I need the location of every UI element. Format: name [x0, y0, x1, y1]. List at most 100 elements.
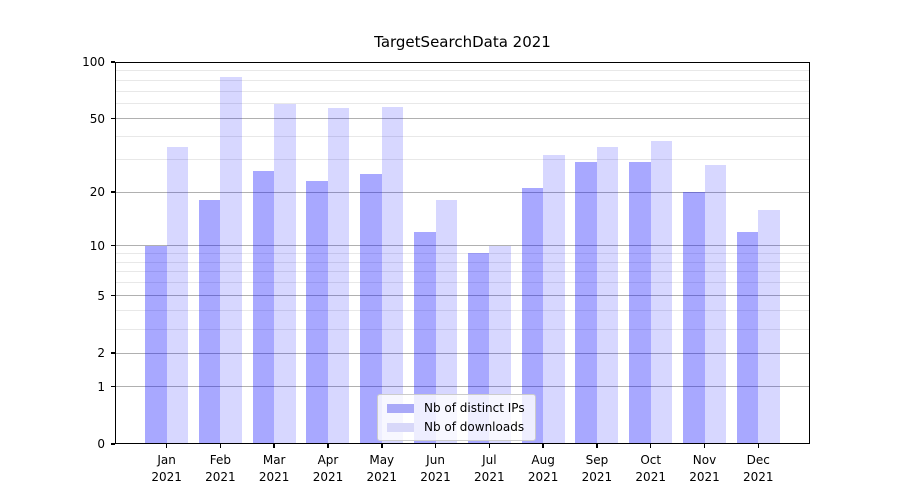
legend-label-ips: Nb of distinct IPs — [424, 401, 525, 415]
x-tick-sep — [596, 444, 598, 448]
bar-ips-may — [360, 174, 382, 444]
y-tick-100 — [111, 61, 115, 63]
bar-downloads-mar — [274, 103, 296, 444]
gridline-y-7 — [115, 271, 810, 273]
gridline-y-6 — [115, 282, 810, 284]
x-tick-label-oct: Oct 2021 — [619, 452, 683, 486]
bar-downloads-feb — [220, 77, 242, 444]
bar-downloads-jun — [435, 200, 458, 444]
gridline-y-2 — [115, 352, 810, 354]
gridline-y-30 — [115, 159, 810, 161]
legend-item-ips: Nb of distinct IPs — [387, 401, 525, 415]
y-tick-5 — [111, 294, 115, 297]
bar-ips-oct — [629, 162, 651, 444]
x-tick-nov — [703, 444, 706, 448]
y-tick-label-1: 1 — [97, 379, 105, 394]
x-tick-label-month-apr: Apr — [317, 453, 339, 467]
y-tick-label-5: 5 — [97, 288, 105, 303]
x-tick-label-apr: Apr 2021 — [296, 452, 360, 486]
chart-title: TargetSearchData 2021 — [374, 33, 551, 51]
x-tick-label-year-jan: 2021 — [151, 470, 182, 484]
x-tick-label-year-oct: 2021 — [635, 470, 666, 484]
y-tick-50 — [111, 117, 115, 120]
y-tick-1 — [111, 385, 115, 388]
legend-item-downloads: Nb of downloads — [387, 420, 525, 434]
x-tick-label-year-may: 2021 — [366, 470, 398, 484]
x-tick-label-may: May 2021 — [350, 452, 414, 486]
x-tick-jul — [488, 444, 491, 448]
gridline-y-40 — [115, 136, 810, 138]
gridline-y-80 — [115, 79, 810, 81]
bar-downloads-jan — [166, 147, 189, 444]
bar-downloads-may — [381, 106, 404, 444]
x-tick-label-month-aug: Aug — [531, 453, 555, 467]
bar-ips-mar — [252, 171, 275, 444]
bar-ips-apr — [306, 180, 328, 444]
gridline-y-90 — [115, 70, 810, 72]
x-tick-label-aug: Aug 2021 — [511, 452, 575, 486]
x-tick-may — [381, 444, 383, 448]
x-tick-label-month-oct: Oct — [640, 453, 662, 467]
x-tick-label-nov: Nov 2021 — [673, 452, 737, 486]
gridline-y-4 — [115, 310, 810, 312]
x-tick-label-year-feb: 2021 — [205, 470, 236, 484]
x-tick-label-mar: Mar 2021 — [242, 452, 306, 486]
y-tick-label-0: 0 — [97, 437, 105, 451]
bar-ips-feb — [198, 200, 221, 444]
gridline-y-50 — [115, 118, 810, 120]
x-tick-label-month-nov: Nov — [692, 453, 717, 467]
bar-ips-aug — [521, 188, 544, 444]
x-tick-label-jul: Jul 2021 — [457, 452, 521, 486]
y-tick-10 — [111, 244, 115, 247]
legend-swatch-ips-icon — [387, 403, 414, 413]
x-tick-label-feb: Feb 2021 — [188, 452, 252, 486]
gridline-y-20 — [115, 191, 810, 193]
x-tick-dec — [757, 444, 760, 448]
bar-downloads-aug — [543, 154, 565, 444]
legend-label-downloads: Nb of downloads — [424, 420, 525, 434]
y-tick-2 — [111, 352, 115, 354]
bar-downloads-oct — [650, 140, 673, 444]
gridline-y-60 — [115, 103, 810, 105]
x-tick-label-month-jan: Jan — [157, 453, 176, 467]
y-tick-0 — [111, 443, 115, 445]
x-tick-label-dec: Dec 2021 — [726, 452, 790, 486]
x-tick-label-year-aug: 2021 — [527, 470, 559, 484]
legend-swatch-downloads-icon — [387, 422, 414, 432]
bar-downloads-apr — [327, 107, 350, 444]
x-tick-label-month-may: May — [369, 453, 395, 467]
x-tick-label-year-jul: 2021 — [474, 470, 505, 484]
x-tick-feb — [219, 444, 222, 448]
plot-area: Nb of distinct IPs Nb of downloads — [115, 62, 810, 444]
x-tick-label-year-dec: 2021 — [743, 470, 774, 484]
x-tick-label-month-dec: Dec — [746, 453, 770, 467]
x-tick-label-month-jul: Jul — [482, 453, 497, 467]
x-tick-apr — [327, 444, 329, 448]
x-tick-jan — [165, 444, 168, 448]
gridline-y-8 — [115, 261, 810, 263]
y-tick-20 — [111, 191, 115, 193]
x-tick-label-year-jun: 2021 — [420, 470, 451, 484]
x-tick-label-year-apr: 2021 — [312, 470, 344, 484]
bar-downloads-dec — [758, 209, 780, 444]
x-tick-label-month-mar: Mar — [262, 453, 286, 467]
y-tick-label-2: 2 — [97, 346, 105, 361]
x-tick-label-year-sep: 2021 — [581, 470, 613, 484]
x-tick-label-month-jun: Jun — [426, 453, 445, 467]
gridline-y-10 — [115, 245, 810, 247]
gridline-y-70 — [115, 90, 810, 92]
bar-ips-jun — [414, 231, 436, 444]
x-tick-label-jun: Jun 2021 — [404, 452, 468, 486]
x-tick-label-month-sep: Sep — [585, 453, 609, 467]
bar-ips-jan — [145, 245, 167, 444]
y-tick-label-100: 100 — [82, 55, 105, 69]
bar-ips-dec — [736, 231, 759, 444]
gridline-y-9 — [115, 252, 810, 254]
x-tick-label-year-nov: 2021 — [689, 470, 720, 484]
x-tick-oct — [649, 444, 652, 448]
bar-ips-nov — [683, 192, 705, 444]
y-tick-label-50: 50 — [89, 111, 105, 126]
gridline-y-5 — [115, 295, 810, 297]
x-tick-label-sep: Sep 2021 — [565, 452, 629, 486]
